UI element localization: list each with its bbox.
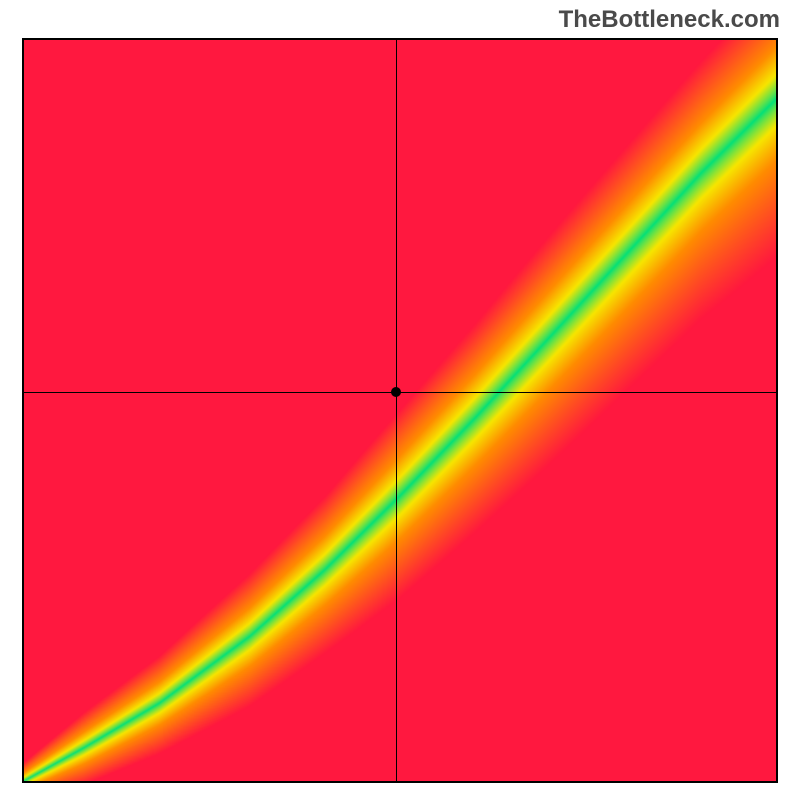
crosshair-marker xyxy=(391,387,401,397)
crosshair-vertical xyxy=(396,40,397,781)
heatmap-plot-area xyxy=(22,38,778,783)
heatmap-canvas xyxy=(24,40,776,781)
chart-container: TheBottleneck.com xyxy=(0,0,800,800)
watermark-text: TheBottleneck.com xyxy=(559,6,780,34)
